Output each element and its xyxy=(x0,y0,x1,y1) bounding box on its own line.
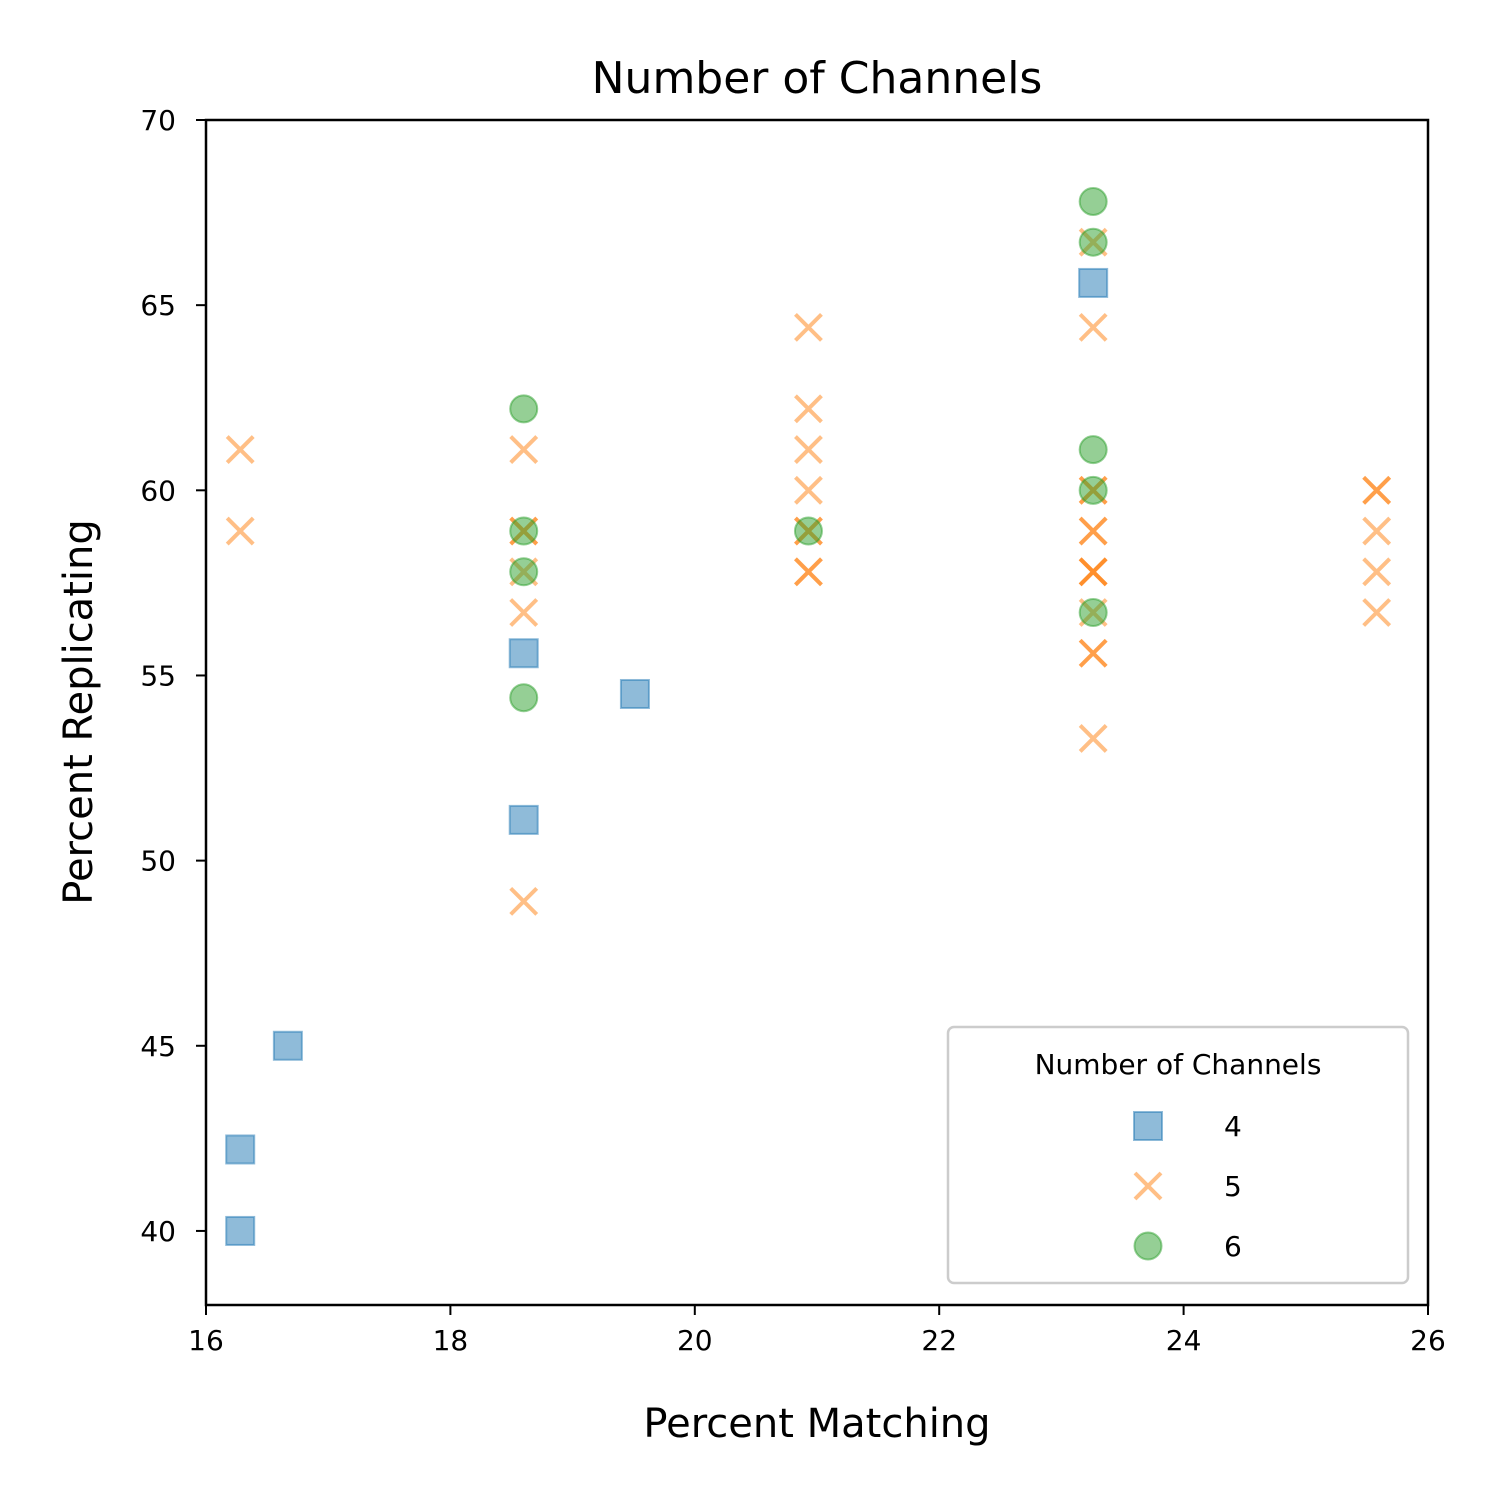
data-point-6 xyxy=(1078,435,1108,465)
x-tick-label: 24 xyxy=(1166,1324,1202,1357)
x-tick-label: 16 xyxy=(188,1324,224,1357)
data-point-5 xyxy=(794,435,823,464)
series-4 xyxy=(225,267,1109,1246)
data-point-5 xyxy=(1078,557,1108,587)
y-axis: 40 45 50 55 60 65 70 xyxy=(140,104,206,1248)
legend: Number of Channels 4 5 6 xyxy=(946,1025,1410,1285)
data-point-5 xyxy=(509,598,539,627)
data-point-4 xyxy=(225,1134,256,1165)
data-point-5 xyxy=(1362,516,1392,546)
series-5 xyxy=(225,227,1392,916)
data-point-6 xyxy=(793,516,823,546)
series-6 xyxy=(509,186,1108,713)
data-point-5 xyxy=(1362,475,1392,505)
data-point-5 xyxy=(794,312,823,342)
data-point-4 xyxy=(225,1215,256,1246)
data-point-6 xyxy=(1078,598,1108,628)
x-tick-label: 20 xyxy=(677,1324,713,1357)
data-point-4 xyxy=(1078,267,1109,298)
legend-marker-4 xyxy=(1133,1111,1163,1141)
data-point-6 xyxy=(509,683,539,713)
legend-label-4: 4 xyxy=(1224,1110,1242,1143)
y-tick-label: 40 xyxy=(140,1215,176,1248)
x-tick-label: 22 xyxy=(921,1324,957,1357)
y-tick-label: 70 xyxy=(140,104,176,137)
data-point-6 xyxy=(1078,227,1108,257)
y-tick-label: 60 xyxy=(140,474,176,507)
plot-area-frame xyxy=(204,118,1430,1307)
legend-label-6: 6 xyxy=(1224,1230,1242,1263)
data-point-5 xyxy=(1078,724,1108,753)
data-point-5 xyxy=(225,435,255,464)
data-point-6 xyxy=(509,394,539,424)
data-marks xyxy=(225,186,1392,1246)
legend-marker-5 xyxy=(1133,1171,1163,1201)
legend-marker-6 xyxy=(1133,1231,1163,1261)
data-point-6 xyxy=(1078,475,1108,505)
x-axis-title: Percent Matching xyxy=(643,1401,990,1447)
data-point-4 xyxy=(508,638,539,669)
x-tick-label: 26 xyxy=(1410,1324,1446,1357)
data-point-4 xyxy=(508,804,539,835)
y-tick-label: 50 xyxy=(140,845,176,878)
data-point-5 xyxy=(794,557,823,587)
y-tick-label: 55 xyxy=(140,659,176,692)
y-tick-label: 65 xyxy=(140,289,176,322)
legend-entries: 4 5 6 xyxy=(1133,1110,1242,1263)
x-tick-label: 18 xyxy=(433,1324,469,1357)
data-point-5 xyxy=(1078,638,1108,668)
data-point-5 xyxy=(1362,557,1392,587)
legend-label-5: 5 xyxy=(1224,1170,1242,1203)
data-point-5 xyxy=(1078,312,1108,342)
legend-box xyxy=(946,1025,1410,1285)
data-point-5 xyxy=(509,435,539,464)
data-point-5 xyxy=(1362,598,1392,627)
y-axis-title: Percent Replicating xyxy=(56,519,102,905)
data-point-5 xyxy=(794,475,823,505)
data-point-5 xyxy=(1078,516,1108,546)
data-point-6 xyxy=(509,516,539,546)
data-point-6 xyxy=(509,557,539,587)
legend-title: Number of Channels xyxy=(1035,1048,1322,1081)
x-axis: 16 18 20 22 24 26 xyxy=(188,1305,1446,1357)
data-point-5 xyxy=(509,886,539,916)
data-point-6 xyxy=(1078,186,1108,216)
data-point-5 xyxy=(225,516,255,546)
data-point-4 xyxy=(272,1030,303,1061)
data-point-5 xyxy=(794,394,823,424)
data-point-4 xyxy=(619,678,650,709)
chart-title: Number of Channels xyxy=(592,53,1043,104)
y-tick-label: 45 xyxy=(140,1030,176,1063)
